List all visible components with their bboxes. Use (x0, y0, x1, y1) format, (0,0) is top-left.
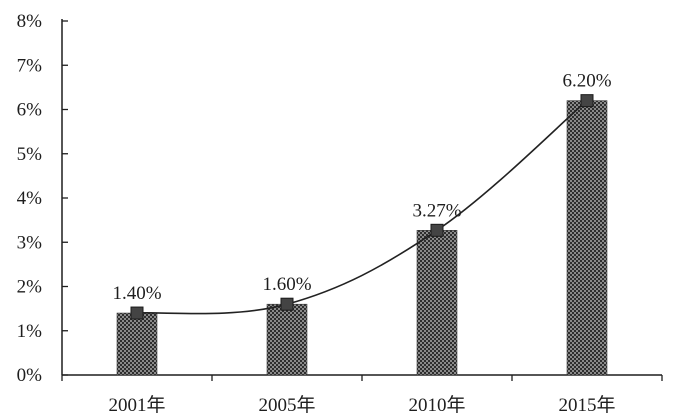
x-tick-label: 2001年 (108, 394, 165, 416)
y-tick-label: 2% (17, 277, 43, 298)
line-marker (280, 297, 294, 311)
y-tick-label: 5% (17, 144, 43, 165)
y-tick-label: 3% (17, 232, 43, 253)
line-marker (130, 306, 144, 320)
line-marker (580, 94, 594, 108)
x-tick-label: 2015年 (558, 394, 615, 416)
bar (416, 230, 458, 376)
y-tick-label: 6% (17, 100, 43, 121)
bar (266, 303, 308, 376)
bar (116, 312, 158, 376)
data-label: 3.27% (412, 200, 461, 221)
x-tick-label: 2010年 (408, 394, 465, 416)
data-label: 1.40% (112, 283, 161, 304)
data-label: 6.20% (562, 71, 611, 92)
line-marker (430, 223, 444, 237)
data-labels: 1.40% 1.60% 3.27% 6.20% (112, 71, 611, 304)
trend-line (136, 100, 588, 315)
x-tick-label: 2005年 (258, 394, 315, 416)
y-tick-label: 0% (17, 365, 43, 386)
y-tick-label: 8% (17, 11, 43, 32)
y-tick-label: 7% (17, 55, 43, 76)
bars (116, 100, 608, 376)
bar (566, 100, 608, 376)
y-tick-label: 1% (17, 321, 43, 342)
line-markers (130, 94, 594, 320)
y-axis: 0% 1% 2% 3% 4% 5% 6% 7% 8% (17, 11, 68, 386)
trend-line-path (136, 100, 588, 315)
x-axis: 2001年 2005年 2010年 2015年 (61, 374, 663, 416)
data-label: 1.60% (262, 274, 311, 295)
y-tick-label: 4% (17, 188, 43, 209)
